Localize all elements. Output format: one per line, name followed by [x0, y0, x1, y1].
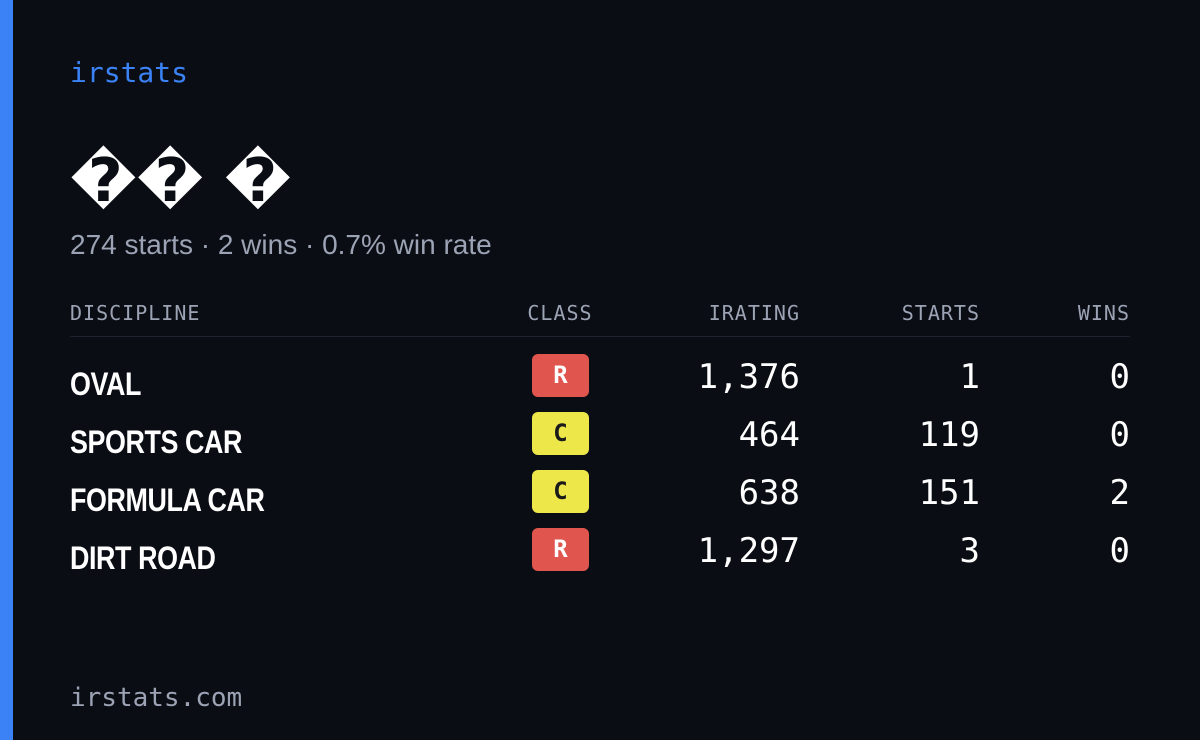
starts-value: 151	[918, 473, 980, 513]
footer-url[interactable]: irstats.com	[70, 683, 243, 713]
driver-summary: 274 starts · 2 wins · 0.7% win rate	[70, 229, 492, 260]
license-class-badge: R	[532, 528, 589, 571]
wins-value: 0	[1109, 357, 1130, 397]
license-class-badge: R	[532, 354, 589, 397]
wins-value: 2	[1109, 473, 1130, 513]
driver-name: �� �	[70, 146, 292, 216]
header-discipline: DISCIPLINE	[70, 301, 201, 325]
irating-value: 1,376	[697, 357, 800, 397]
brand-logo[interactable]: irstats	[70, 56, 189, 89]
discipline-name: OVAL	[70, 366, 141, 402]
discipline-table: DISCIPLINE CLASS IRATING STARTS WINS OVA…	[70, 296, 1130, 586]
table-header: DISCIPLINE CLASS IRATING STARTS WINS	[70, 296, 1130, 337]
starts-value: 1	[959, 357, 980, 397]
header-starts: STARTS	[901, 301, 980, 325]
wins-value: 0	[1109, 531, 1130, 571]
header-irating: IRATING	[708, 301, 800, 325]
table-row: FORMULA CAR C 638 151 2	[70, 470, 1130, 528]
discipline-name: SPORTS CAR	[70, 424, 243, 460]
irating-value: 464	[738, 415, 800, 455]
header-class: CLASS	[527, 301, 593, 325]
header-wins: WINS	[1077, 301, 1130, 325]
license-class-badge: C	[532, 412, 589, 455]
starts-value: 3	[959, 531, 980, 571]
table-row: OVAL R 1,376 1 0	[70, 354, 1130, 412]
irating-value: 1,297	[697, 531, 800, 571]
wins-value: 0	[1109, 415, 1130, 455]
discipline-name: FORMULA CAR	[70, 482, 265, 518]
license-class-badge: C	[532, 470, 589, 513]
irating-value: 638	[738, 473, 800, 513]
starts-value: 119	[918, 415, 980, 455]
table-row: SPORTS CAR C 464 119 0	[70, 412, 1130, 470]
table-body: OVAL R 1,376 1 0 SPORTS CAR C 464 119 0 …	[70, 337, 1130, 586]
accent-bar	[0, 0, 13, 740]
table-row: DIRT ROAD R 1,297 3 0	[70, 528, 1130, 586]
discipline-name: DIRT ROAD	[70, 540, 216, 576]
